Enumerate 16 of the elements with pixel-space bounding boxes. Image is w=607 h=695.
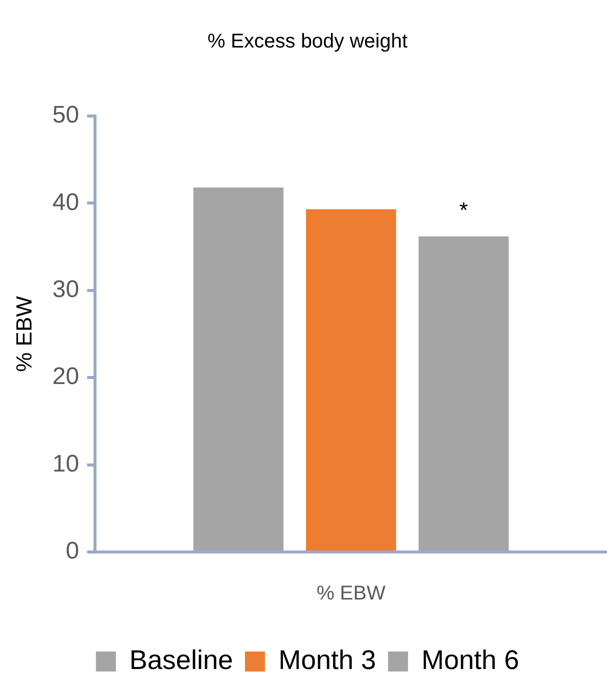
y-axis-title: % EBW [11,296,36,372]
legend-label: Baseline [129,644,233,675]
y-tick-label: 40 [52,188,80,216]
y-tick-label: 50 [52,102,80,129]
legend-label: Month 6 [422,644,520,675]
y-tick-label: 0 [66,538,80,565]
y-tick-label: 30 [52,276,80,304]
bar [306,209,396,550]
x-axis-title: % EBW [316,582,386,605]
bar [418,236,509,550]
annotation: * [459,197,468,222]
chart-title: % Excess body weight [207,30,408,53]
legend-label: Month 3 [278,644,376,675]
bar [193,188,284,550]
y-tick-label: 20 [52,363,80,390]
y-tick-label: 10 [52,450,80,478]
